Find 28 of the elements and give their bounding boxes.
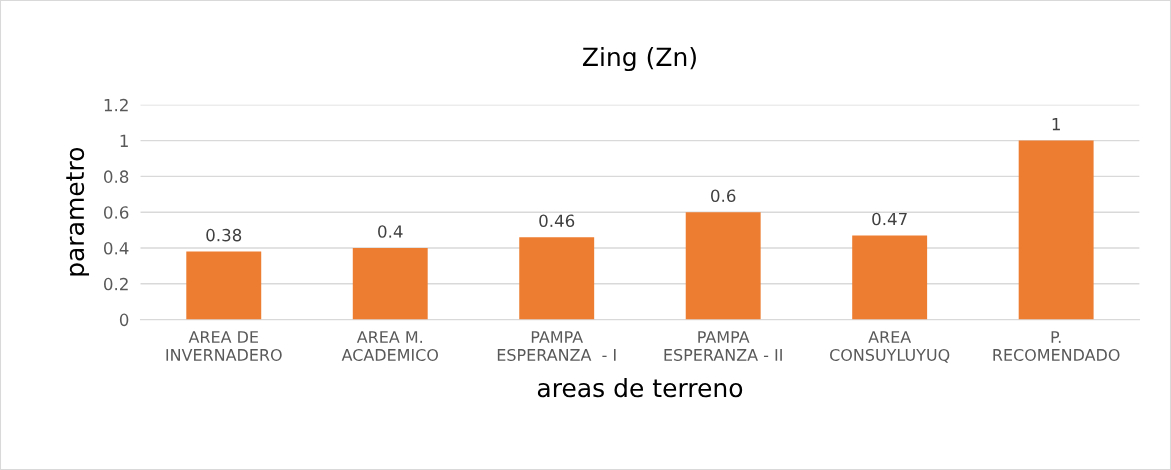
y-tick-label: 1 xyxy=(120,134,128,147)
y-tick-label: 1.2 xyxy=(104,98,128,112)
bar xyxy=(852,235,928,320)
bar xyxy=(186,251,262,320)
data-label: 0.47 xyxy=(872,212,907,226)
x-axis-title: areas de terreno xyxy=(537,377,743,398)
bar xyxy=(685,212,761,320)
y-tick-label: 0.6 xyxy=(104,206,129,219)
chart-title: Zing (Zn) xyxy=(582,46,696,72)
x-tick-label: AREA CONSUYLUYUQ xyxy=(830,331,950,363)
x-tick-label: PAMPA ESPERANZA - II xyxy=(664,331,782,361)
bar xyxy=(352,248,428,320)
x-tick-label: PAMPA ESPERANZA - I xyxy=(497,331,616,361)
y-axis-title: parametro xyxy=(66,147,90,276)
data-label: 0.38 xyxy=(206,228,242,242)
data-label: 0.6 xyxy=(711,189,736,203)
x-tick-label: AREA M. ACADEMICO xyxy=(341,331,438,361)
y-tick-label: 0.2 xyxy=(104,277,128,291)
y-tick-label: 0.8 xyxy=(104,170,129,183)
data-label: 0.46 xyxy=(539,214,575,228)
x-tick-label: AREA DE INVERNADERO xyxy=(166,331,282,361)
y-tick-label: 0.4 xyxy=(104,241,129,255)
y-tick-label: 0 xyxy=(119,313,129,327)
bar xyxy=(1018,140,1094,320)
data-label: 0.4 xyxy=(378,225,403,238)
x-tick-label: P. RECOMENDADO xyxy=(993,331,1120,361)
bar xyxy=(519,237,595,320)
data-label: 1 xyxy=(1052,118,1060,131)
